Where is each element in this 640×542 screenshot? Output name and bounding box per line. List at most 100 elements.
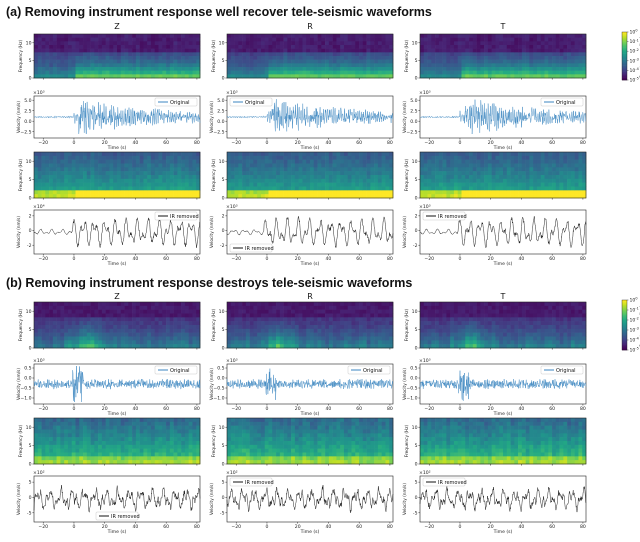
panel_a-t-spectrogram-before-cell: [574, 70, 579, 75]
panel_a-r-spectrogram-after-cell: [343, 167, 349, 172]
panel_b-z-spectrogram-after-cell: [67, 433, 73, 438]
panel_a-r-spectrogram-before-cell: [377, 37, 382, 42]
panel_a-z-spectrogram-before-cell: [135, 70, 140, 75]
panel_a-t-spectrogram-after-cell: [420, 175, 425, 180]
panel_b-z-spectrogram-after-cell: [86, 456, 91, 461]
panel_a-z-spectrogram-before-cell: [83, 74, 88, 79]
panel_b-z-spectrogram-after-cell: [139, 452, 144, 457]
panel_a-r-spectrogram-after-cell: [362, 163, 367, 168]
panel_b-z-spectrogram-after-cell: [196, 437, 201, 442]
panel_a-t-spectrogram-after-cell: [536, 163, 542, 168]
panel_b-z-spectrogram-before-cell: [113, 336, 118, 341]
panel_b-z-spectrogram-after-cell: [45, 425, 50, 430]
panel_b-z-spectrogram-before-cell: [147, 313, 152, 318]
panel_a-r-spectrogram-before-cell: [253, 48, 258, 53]
panel_b-z-spectrogram-after-cell: [60, 441, 65, 446]
panel_a-z-spectrogram-before-cell: [83, 56, 88, 60]
panel_a-r-spectrogram-after-cell: [279, 159, 284, 164]
panel_b-z-spectrogram-after-cell: [90, 444, 95, 449]
panel_b-r-spectrogram-before-cell: [325, 336, 330, 341]
panel_a-t-spectrogram-before-cell: [518, 48, 523, 53]
panel_a-t-spectrogram-after-cell: [510, 159, 515, 164]
panel_a-t-spectrogram-after-cell: [521, 163, 526, 168]
panel_a-r-spectrogram-before-cell: [257, 59, 262, 64]
panel_a-r-spectrogram-before-cell: [238, 70, 243, 75]
panel_a-r-waveform-ir-removed-legend-label: IR removed: [245, 246, 274, 252]
panel_a-z-spectrogram-after-cell: [181, 186, 186, 191]
panel_a-r-spectrogram-after-cell: [272, 171, 277, 176]
panel_a-t-spectrogram-after-cell: [465, 190, 470, 195]
panel_a-t-spectrogram-after-cell: [420, 152, 425, 157]
panel_b-z-spectrogram-before-cell: [105, 321, 110, 326]
panel_a-r-spectrogram-before-cell: [325, 34, 330, 38]
panel_b-z-spectrogram-before-cell: [117, 313, 122, 318]
panel_a-t-spectrogram-after-cell: [567, 194, 572, 199]
panel_a-r-spectrogram-after-cell: [321, 182, 326, 187]
panel_a-z-spectrogram-after-cell: [139, 167, 144, 172]
panel_a-r-spectrogram-after-cell: [328, 167, 333, 172]
panel_a-z-spectrogram-after-cell: [188, 159, 193, 164]
panel_a-t-spectrogram-before-cell: [540, 37, 545, 42]
panel_a-t-waveform-ir-removed-xtick-label-0: −20: [424, 256, 434, 262]
panel_a-r-spectrogram-after-cell: [359, 171, 364, 176]
panel_a-t-spectrogram-before-cell: [521, 56, 526, 60]
panel_b-z-spectrogram-before-cell: [94, 325, 99, 330]
panel_b-z-spectrogram-after-cell: [94, 433, 99, 438]
panel_b-z-spectrogram-before-cell: [56, 332, 61, 337]
panel_a-t-spectrogram-after-cell: [540, 175, 545, 180]
panel_a-t-spectrogram-before-cell: [540, 52, 545, 57]
panel_a-z-spectrogram-after-cell: [86, 182, 91, 187]
panel_a-r-spectrogram-before-cell: [362, 70, 367, 75]
panel_a-z-spectrogram-before-cell: [67, 63, 73, 68]
panel_a-t-spectrogram-after-cell: [529, 178, 534, 183]
panel_a-t-spectrogram-after-cell: [544, 163, 549, 168]
panel_a-t-spectrogram-before-cell: [521, 48, 526, 53]
panel_a-z-spectrogram-after-cell: [34, 152, 39, 157]
panel_a-t-spectrogram-before-cell: [567, 37, 572, 42]
panel_a-r-spectrogram-before-cell: [385, 48, 390, 53]
panel_a-t-spectrogram-before-cell: [431, 34, 436, 38]
panel_a-t-spectrogram-after-cell: [453, 190, 459, 195]
panel_b-z-spectrogram-after-cell: [101, 456, 106, 461]
panel_b-z-spectrogram-before-cell: [86, 302, 91, 307]
panel_b-r-spectrogram-before-cell: [234, 305, 239, 310]
panel_a-z-spectrogram-before-cell: [147, 37, 152, 42]
panel_a-z-spectrogram-before-cell: [196, 70, 201, 75]
panel_a-t-spectrogram-before-cell: [453, 34, 459, 38]
panel_b-z-spectrogram-after-cell: [188, 433, 193, 438]
panel_b-z-waveform-ir-removed-scale-label: ×10²: [33, 470, 45, 476]
panel_a-r-spectrogram-after-cell: [279, 186, 284, 191]
panel_a-t-spectrogram-after-cell: [491, 171, 496, 176]
panel_a-z-spectrogram-before-cell: [177, 48, 182, 53]
panel_a-z-spectrogram-after-cell: [52, 159, 57, 164]
panel_a-z-spectrogram-before-cell: [45, 67, 50, 71]
panel_b-z-spectrogram-before-cell: [109, 313, 114, 318]
panel_b-r-spectrogram-before-cell: [227, 302, 232, 307]
panel_a-r-waveform-original-ytick-label-2: 2.5: [217, 108, 224, 114]
panel_b-z-waveform-original-xtick-label-1: 0: [72, 406, 75, 412]
panel_b-z-spectrogram-after-cell: [196, 425, 201, 430]
panel_a-t-spectrogram-after-cell: [548, 178, 553, 183]
panel_b-z-spectrogram-before-cell: [49, 332, 54, 337]
panel_a-z-spectrogram-before-cell: [109, 37, 114, 42]
panel_a-r-spectrogram-before-cell: [336, 56, 341, 60]
panel_a-r-spectrogram-before-cell: [294, 59, 299, 64]
panel_b-z-spectrogram-after-cell: [90, 452, 95, 457]
panel_a-z-spectrogram-after-cell: [71, 155, 76, 160]
panel_b-r-spectrogram-before-cell: [321, 328, 326, 333]
panel_b-z-spectrogram-before-cell: [139, 344, 144, 349]
panel_a-t-spectrogram-after-cell: [476, 175, 481, 180]
panel_a-z-spectrogram-before-cell: [60, 48, 65, 53]
panel_a-z-spectrogram-before-cell: [98, 70, 103, 75]
panel_b-r-spectrogram-before-cell: [276, 317, 281, 322]
panel_a-t-spectrogram-after-cell: [555, 182, 560, 187]
panel_b-z-spectrogram-before-cell: [196, 344, 201, 349]
panel_b-z-spectrogram-after-cell: [60, 433, 65, 438]
panel_a-t-spectrogram-after-cell: [484, 159, 489, 164]
panel_a-z-spectrogram-before-cell: [90, 63, 95, 68]
panel_a-t-waveform-original-legend-label: Original: [556, 100, 576, 106]
panel_b-r-spectrogram-before-cell: [294, 340, 299, 345]
panel_b-z-spectrogram-before-cell: [135, 321, 140, 326]
panel_a-t-spectrogram-before-cell: [431, 41, 436, 46]
